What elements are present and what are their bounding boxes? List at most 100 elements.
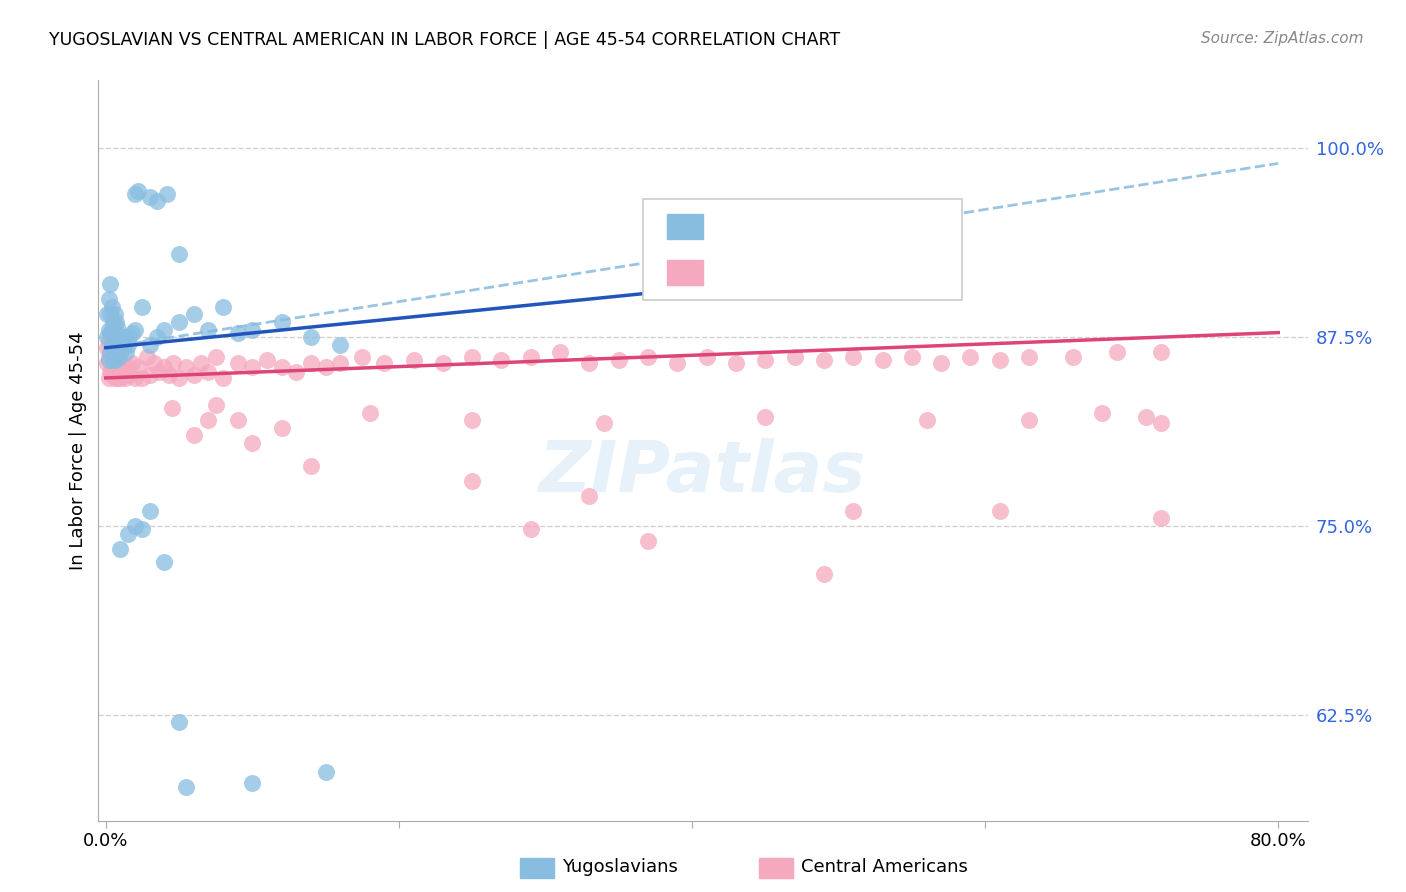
Point — [97, 371, 120, 385]
Point — [593, 417, 616, 431]
Text: 56: 56 — [848, 217, 876, 235]
Point — [100, 337, 122, 351]
Point — [131, 371, 153, 385]
Point — [1018, 350, 1040, 364]
Text: N =: N = — [810, 217, 853, 235]
Text: N =: N = — [810, 263, 853, 282]
Point — [352, 350, 374, 364]
Point — [240, 322, 263, 336]
Point — [97, 350, 120, 364]
Point — [1150, 417, 1173, 431]
Point — [96, 330, 118, 344]
Point — [204, 398, 226, 412]
Point — [110, 541, 132, 556]
Point — [190, 356, 212, 370]
Point — [176, 360, 198, 375]
Point — [105, 326, 128, 340]
Point — [112, 360, 135, 375]
Point — [96, 356, 118, 370]
Point — [988, 504, 1011, 518]
Point — [103, 341, 125, 355]
Point — [96, 341, 118, 355]
Point — [299, 330, 322, 344]
Point — [100, 300, 122, 314]
Point — [359, 406, 381, 420]
Point — [100, 341, 122, 355]
Point — [461, 474, 484, 488]
Point — [100, 337, 122, 351]
Point — [578, 489, 600, 503]
Point — [114, 371, 136, 385]
Point — [127, 184, 149, 198]
Point — [548, 345, 571, 359]
Point — [96, 308, 118, 322]
Point — [157, 368, 180, 382]
Point — [402, 352, 425, 367]
Point — [110, 337, 132, 351]
Point — [240, 436, 263, 450]
Point — [197, 365, 219, 379]
Point — [138, 189, 160, 203]
Text: Source: ZipAtlas.com: Source: ZipAtlas.com — [1201, 31, 1364, 46]
Point — [432, 356, 454, 370]
Point — [98, 308, 121, 322]
Text: 0.171: 0.171 — [756, 263, 818, 282]
Point — [101, 330, 124, 344]
Point — [637, 350, 659, 364]
Point — [270, 315, 292, 329]
Point — [240, 360, 263, 375]
Point — [783, 350, 806, 364]
Point — [153, 322, 176, 336]
Point — [111, 368, 134, 382]
Point — [110, 356, 132, 370]
Point — [115, 365, 138, 379]
Point — [204, 350, 226, 364]
Point — [153, 555, 176, 569]
Point — [121, 356, 143, 370]
Point — [578, 356, 600, 370]
Point — [118, 368, 141, 382]
Point — [131, 300, 153, 314]
Point — [101, 352, 124, 367]
Point — [105, 345, 128, 359]
Y-axis label: In Labor Force | Age 45-54: In Labor Force | Age 45-54 — [69, 331, 87, 570]
Point — [105, 350, 128, 364]
Point — [240, 776, 263, 790]
Text: 94: 94 — [848, 263, 875, 282]
Point — [100, 322, 122, 336]
Point — [117, 360, 139, 375]
Point — [959, 350, 981, 364]
Point — [520, 522, 543, 536]
Point — [197, 413, 219, 427]
Point — [226, 356, 249, 370]
Point — [97, 352, 120, 367]
Point — [724, 356, 747, 370]
Point — [146, 194, 169, 209]
Text: Central Americans: Central Americans — [801, 858, 969, 876]
Point — [107, 337, 129, 351]
Point — [108, 330, 131, 344]
Text: 0.132: 0.132 — [756, 217, 818, 235]
Point — [212, 371, 235, 385]
Point — [1150, 345, 1173, 359]
Point — [98, 345, 121, 359]
Point — [461, 413, 484, 427]
Point — [373, 356, 395, 370]
Point — [183, 368, 205, 382]
Point — [156, 186, 179, 201]
Point — [461, 350, 484, 364]
Point — [167, 371, 190, 385]
Point — [1150, 511, 1173, 525]
Point — [124, 519, 146, 533]
Point — [105, 315, 128, 329]
Point — [162, 356, 184, 370]
Point — [131, 522, 153, 536]
Point — [1062, 350, 1084, 364]
Point — [138, 368, 160, 382]
Point — [117, 526, 139, 541]
Point — [98, 326, 121, 340]
Point — [842, 504, 865, 518]
Point — [226, 326, 249, 340]
Point — [607, 352, 630, 367]
Point — [299, 458, 322, 473]
